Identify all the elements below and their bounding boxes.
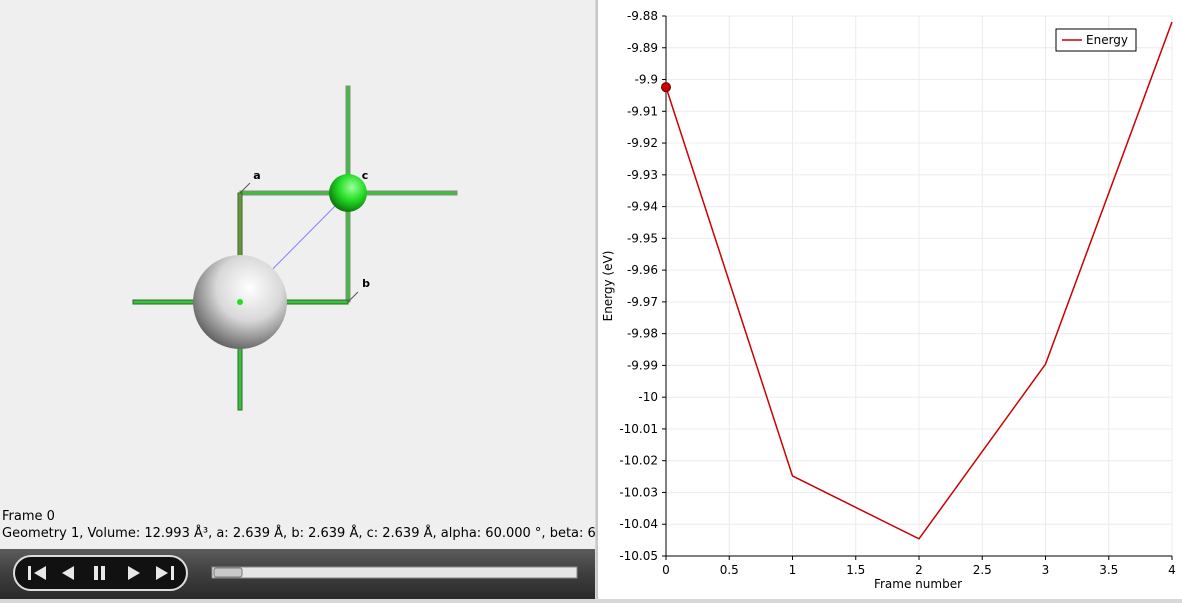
buttons — [28, 566, 174, 580]
frame-label: Frame 0 — [2, 509, 55, 524]
y-tick-label: -9.91 — [627, 104, 658, 118]
y-tick-label: -10.03 — [619, 485, 658, 499]
frame-slider[interactable] — [211, 566, 578, 579]
x-tick-label: 2 — [915, 563, 923, 577]
next-button[interactable] — [128, 566, 140, 580]
structure: a b c — [132, 85, 458, 411]
x-axis-title: Frame number — [874, 577, 962, 591]
y-tick-label: -9.88 — [627, 9, 658, 23]
current-frame-marker — [661, 82, 671, 93]
chart: Frame number Energy (eV) -10.05 -10.04 -10… — [601, 9, 1176, 591]
y-tick-label: -10.04 — [619, 517, 658, 531]
atom-center — [237, 299, 243, 305]
player-controls — [13, 555, 188, 591]
y-tick-label: -10 — [638, 390, 658, 404]
slider-thumb[interactable] — [213, 567, 243, 578]
axis-label: a — [253, 169, 260, 182]
axis-tick — [239, 182, 251, 194]
atom — [329, 174, 367, 212]
y-tick-label: -9.94 — [627, 200, 658, 214]
chart-panel — [598, 0, 1182, 599]
legend-box — [1055, 28, 1137, 52]
y-tick-label: -9.98 — [627, 327, 658, 341]
y-tick-label: -9.89 — [627, 41, 658, 55]
y-tick-label: -10.01 — [619, 422, 658, 436]
legend: Energy — [1055, 28, 1137, 52]
x-tick-label: 2.5 — [973, 563, 992, 577]
grid — [665, 15, 1173, 557]
y-tick-label: -9.95 — [627, 231, 658, 245]
series-line — [665, 21, 1173, 540]
y-tick-label: -10.05 — [619, 549, 658, 563]
y-tick-label: -9.93 — [627, 168, 658, 182]
x-tick-label: 0 — [662, 563, 670, 577]
x-tick-label: 3.5 — [1099, 563, 1118, 577]
y-tick-label: -9.92 — [627, 136, 658, 150]
x-tick-label: 1.5 — [846, 563, 865, 577]
pause-button[interactable] — [94, 566, 105, 580]
y-tick-label: -9.99 — [627, 358, 658, 372]
viewer-panel: a b c Frame 0 Geometry 1, Volume: 12.993… — [0, 0, 608, 599]
x-tick-label: 4 — [1168, 563, 1176, 577]
y-axis-title: Energy (eV) — [601, 251, 615, 322]
legend-label: Energy — [1086, 33, 1128, 47]
x-tick-label: 0.5 — [720, 563, 739, 577]
axis-label: b — [362, 277, 370, 290]
previous-button[interactable] — [62, 566, 74, 580]
first-frame-button[interactable] — [28, 566, 46, 580]
y-tick-label: -9.96 — [627, 263, 658, 277]
last-frame-button[interactable] — [156, 566, 174, 580]
x-tick-label: 3 — [1042, 563, 1050, 577]
axis-label: c — [362, 169, 369, 182]
splitter[interactable] — [596, 0, 598, 599]
y-tick-label: -9.97 — [627, 295, 658, 309]
y-tick-label: -9.9 — [635, 73, 658, 87]
y-tick-label: -10.02 — [619, 454, 658, 468]
x-tick-label: 1 — [789, 563, 797, 577]
geometry-info: Geometry 1, Volume: 12.993 Å³, a: 2.639 … — [2, 525, 608, 541]
axis-tick — [347, 291, 359, 303]
